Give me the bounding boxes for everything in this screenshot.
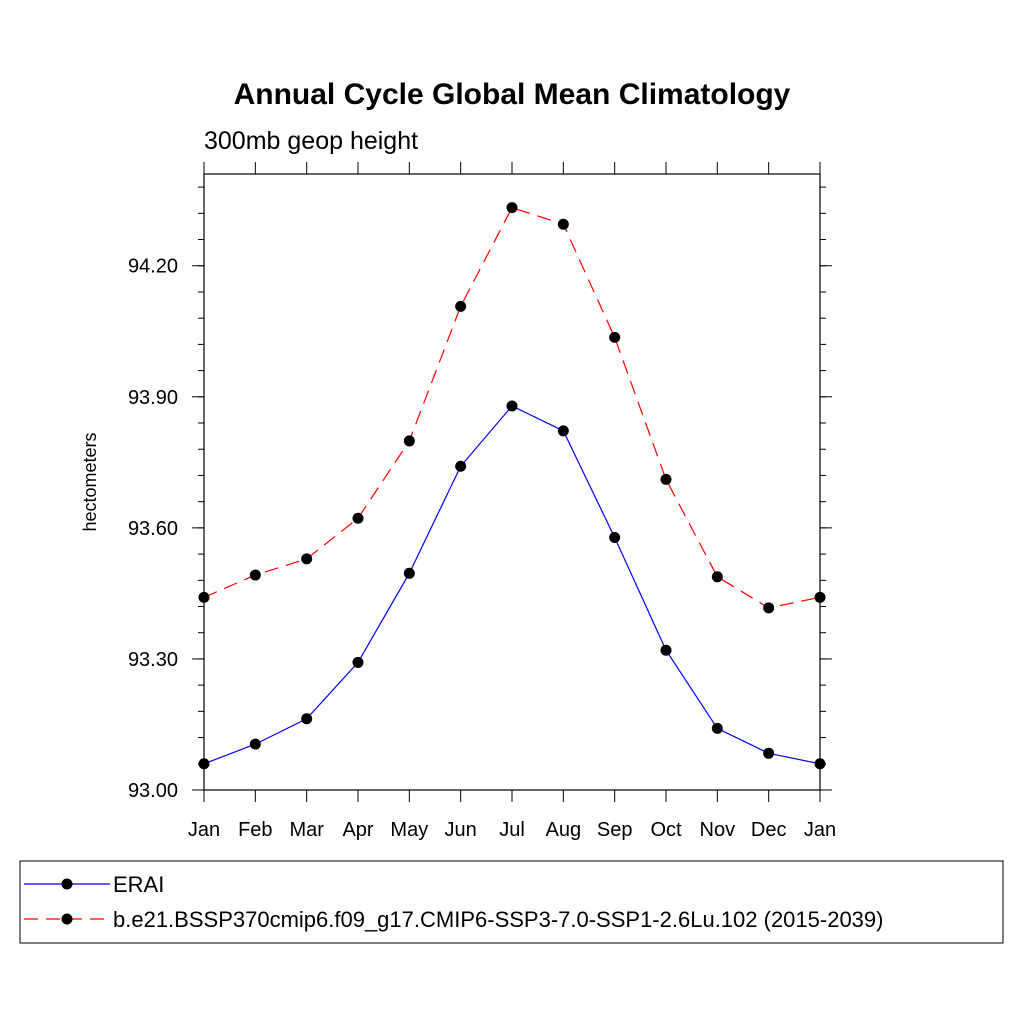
series-0-point (660, 644, 672, 656)
y-tick-label: 93.00 (128, 780, 178, 802)
x-tick-label: Feb (238, 819, 272, 841)
series-0-point (557, 425, 569, 437)
series-0-point (609, 531, 621, 543)
series-line-0 (203, 405, 821, 765)
series-0-point (711, 722, 723, 734)
series-0-point (301, 713, 313, 725)
series-0-point (455, 460, 467, 472)
series-0-point (198, 758, 210, 770)
y-tick-label: 93.60 (128, 518, 178, 540)
x-tick-label: Jul (499, 819, 525, 841)
x-tick-label: Jun (445, 819, 477, 841)
series-1-point (763, 602, 775, 614)
axis-ticks: Jan Feb Mar Apr May Jun Jul Aug Sep Oct Nov Dec Jan 9… (128, 162, 836, 841)
chart-title: Annual Cycle Global Mean Climatology (234, 78, 791, 111)
x-tick-label: Mar (289, 819, 324, 841)
series-1-point (660, 473, 672, 485)
x-tick-label: Aug (546, 819, 582, 841)
x-tick-label: Dec (751, 819, 787, 841)
legend-swatch-marker (61, 913, 73, 925)
x-tick-label: May (390, 819, 428, 841)
y-tick-label: 94.20 (128, 256, 178, 278)
legend-box (19, 860, 1004, 944)
series-1-point (403, 435, 415, 447)
y-tick-label: 93.90 (128, 387, 178, 409)
series-0-point (506, 400, 518, 412)
series-1-point (301, 553, 313, 565)
chart-subtitle: 300mb geop height (204, 127, 418, 155)
series-0-point (763, 747, 775, 759)
series-1-point (609, 331, 621, 343)
series-1-point (814, 591, 826, 603)
series-1-point (455, 300, 467, 312)
x-tick-label: Jan (804, 819, 836, 841)
series-0-point (403, 567, 415, 579)
x-tick-label: Apr (342, 819, 373, 841)
series-1-point (352, 512, 364, 524)
series-layer (198, 202, 826, 770)
plot-frame (203, 173, 821, 791)
x-tick-label: Jan (188, 819, 220, 841)
series-0-point (814, 758, 826, 770)
series-0-point (352, 656, 364, 668)
series-1-point (557, 218, 569, 230)
series-1-point (506, 202, 518, 214)
x-tick-label: Sep (597, 819, 633, 841)
legend-entry-label: ERAI (113, 872, 164, 897)
series-1-point (249, 569, 261, 581)
x-tick-label: Oct (650, 819, 682, 841)
series-1-point (711, 571, 723, 583)
series-0-point (249, 738, 261, 750)
y-tick-label: 93.30 (128, 649, 178, 671)
legend-entry-label: b.e21.BSSP370cmip6.f09_g17.CMIP6-SSP3-7.… (113, 907, 883, 932)
series-1-point (198, 591, 210, 603)
x-tick-label: Nov (700, 819, 736, 841)
y-axis-label: hectometers (80, 432, 100, 531)
legend: ERAI b.e21.BSSP370cmip6.f09_g17.CMIP6-SSP… (19, 860, 1004, 944)
legend-swatch-marker (61, 878, 73, 890)
